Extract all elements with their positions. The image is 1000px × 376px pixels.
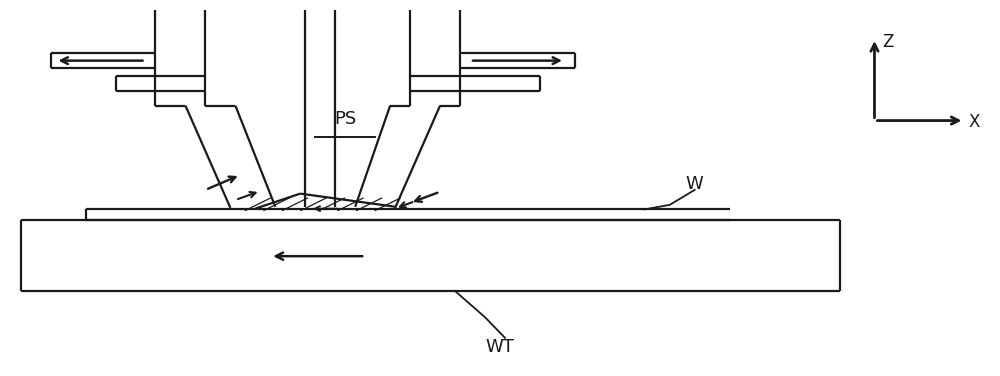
- Text: WT: WT: [486, 338, 514, 356]
- Text: Z: Z: [882, 33, 893, 51]
- Text: X: X: [969, 114, 980, 132]
- Text: PS: PS: [334, 110, 356, 128]
- Text: W: W: [686, 175, 704, 193]
